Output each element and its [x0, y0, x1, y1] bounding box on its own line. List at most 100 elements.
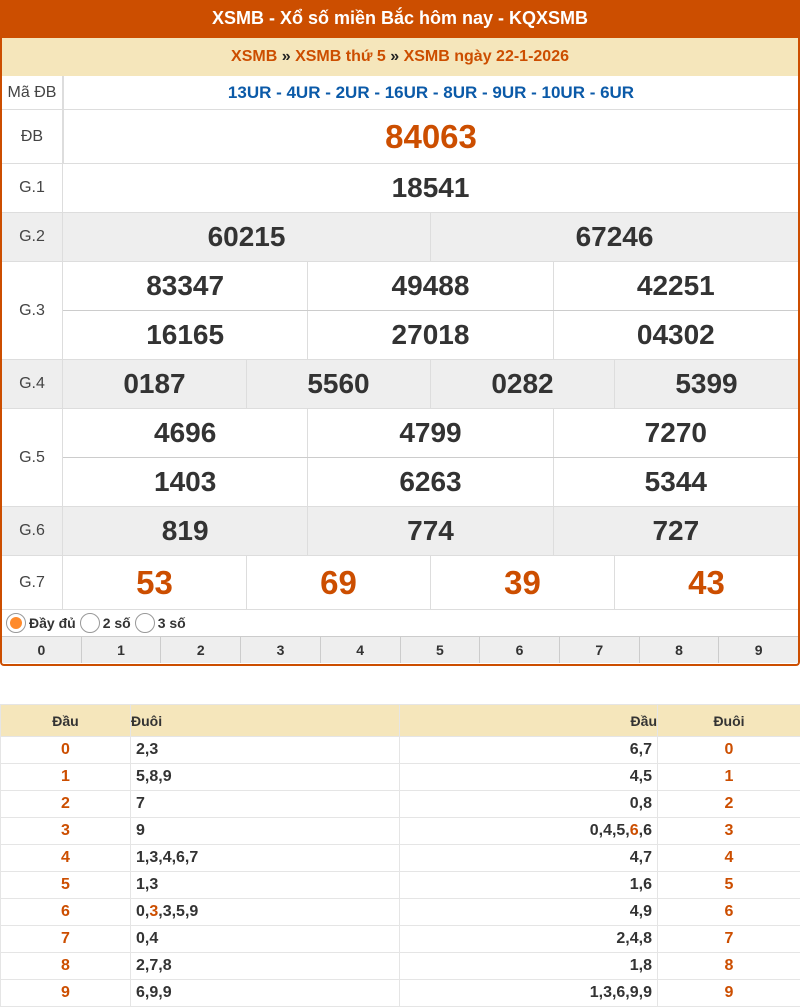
breadcrumb-sep: » — [390, 48, 399, 65]
breadcrumb: XSMB » XSMB thứ 5 » XSMB ngày 22-1-2026 — [2, 38, 798, 76]
loto-digits: 6,7 — [630, 741, 652, 758]
loto-duoi-2: 4 — [658, 845, 800, 872]
digit-button[interactable]: 5 — [400, 637, 480, 663]
breadcrumb-date[interactable]: XSMB ngày 22-1-2026 — [404, 48, 569, 65]
prize-number: 1403 — [63, 458, 307, 506]
display-options: Đầy đủ 2 số 3 số — [2, 610, 798, 637]
prize-number: 4799 — [307, 409, 552, 457]
digit-button[interactable]: 8 — [639, 637, 719, 663]
digit-button[interactable]: 4 — [320, 637, 400, 663]
prize-number: 27018 — [307, 311, 552, 359]
loto-dau: 9 — [1, 980, 131, 1007]
prize-number: 49488 — [307, 262, 552, 310]
prize-number: 774 — [307, 507, 552, 555]
radio-2-digits[interactable] — [80, 613, 100, 633]
prize-label: G.7 — [2, 556, 63, 609]
loto-digits: 3 — [149, 903, 158, 920]
digit-button[interactable]: 0 — [2, 637, 81, 663]
breadcrumb-xsmb[interactable]: XSMB — [231, 48, 277, 65]
loto-digits: 6,9,9 — [136, 984, 172, 1001]
loto-duoi: 1,3 — [131, 872, 400, 899]
loto-digits: 0,4 — [136, 930, 158, 947]
loto-digits: 5,8,9 — [136, 768, 172, 785]
loto-dau: 4 — [1, 845, 131, 872]
col-dau-2: Đầu — [400, 705, 658, 737]
loto-dau: 0 — [1, 737, 131, 764]
breadcrumb-thu5[interactable]: XSMB thứ 5 — [295, 48, 386, 65]
loto-digits: 4,5 — [630, 768, 652, 785]
loto-digits: 1,8 — [630, 957, 652, 974]
col-duoi-2: Đuôi — [658, 705, 800, 737]
loto-duoi-2: 9 — [658, 980, 800, 1007]
loto-duoi-2: 5 — [658, 872, 800, 899]
digit-button[interactable]: 9 — [718, 637, 798, 663]
radio-full[interactable] — [6, 613, 26, 633]
loto-duoi: 7 — [131, 791, 400, 818]
loto-digits: 1,3,4,6,7 — [136, 849, 198, 866]
prize-label: ĐB — [2, 110, 63, 163]
loto-duoi: 9 — [131, 818, 400, 845]
prize-number: 0187 — [63, 360, 246, 408]
loto-dau: 7 — [1, 926, 131, 953]
loto-duoi: 5,8,9 — [131, 764, 400, 791]
prize-number: 16165 — [63, 311, 307, 359]
digit-filter: 0 1 2 3 4 5 6 7 8 9 — [2, 637, 798, 663]
page-title: XSMB - Xổ số miền Bắc hôm nay - KQXSMB — [0, 0, 800, 38]
prize-label: G.1 — [2, 164, 63, 212]
loto-digits: 2,3 — [136, 741, 158, 758]
digit-button[interactable]: 3 — [240, 637, 320, 663]
loto-dau: 2 — [1, 791, 131, 818]
loto-digits: 0, — [136, 903, 149, 920]
loto-dau: 6 — [1, 899, 131, 926]
loto-duoi: 6,9,9 — [131, 980, 400, 1007]
row-ma-db: Mã ĐB 13UR - 4UR - 2UR - 16UR - 8UR - 9U… — [2, 76, 798, 110]
digit-button[interactable]: 7 — [559, 637, 639, 663]
radio-label: 3 số — [158, 615, 186, 631]
loto-dau-2: 1,8 — [400, 953, 658, 980]
loto-duoi: 0,3,3,5,9 — [131, 899, 400, 926]
prize-number: 39 — [430, 556, 614, 609]
row-db: ĐB 84063 — [2, 110, 798, 164]
prize-number: 42251 — [553, 262, 798, 310]
loto-digits: 2,4,8 — [616, 930, 652, 947]
prize-number: 4696 — [63, 409, 307, 457]
prize-number: 67246 — [430, 213, 798, 261]
digit-button[interactable]: 2 — [160, 637, 240, 663]
prize-number: 5399 — [614, 360, 798, 408]
radio-label: 2 số — [103, 615, 131, 631]
radio-3-digits[interactable] — [135, 613, 155, 633]
col-dau: Đầu — [1, 705, 131, 737]
loto-duoi: 0,4 — [131, 926, 400, 953]
prize-number: 7270 — [553, 409, 798, 457]
prize-number: 727 — [553, 507, 798, 555]
loto-duoi-2: 8 — [658, 953, 800, 980]
prize-number: 5560 — [246, 360, 430, 408]
digit-button[interactable]: 1 — [81, 637, 161, 663]
prize-label: G.4 — [2, 360, 63, 408]
loto-duoi: 2,3 — [131, 737, 400, 764]
special-prize: 84063 — [63, 110, 798, 163]
loto-dau-2: 0,8 — [400, 791, 658, 818]
loto-dau-2: 4,9 — [400, 899, 658, 926]
prize-number: 69 — [246, 556, 430, 609]
prize-label: G.6 — [2, 507, 63, 555]
loto-digits: 2,7,8 — [136, 957, 172, 974]
digit-button[interactable]: 6 — [479, 637, 559, 663]
loto-dau-2: 1,3,6,9,9 — [400, 980, 658, 1007]
prize-number: 5344 — [553, 458, 798, 506]
prize-label: G.5 — [2, 409, 63, 506]
